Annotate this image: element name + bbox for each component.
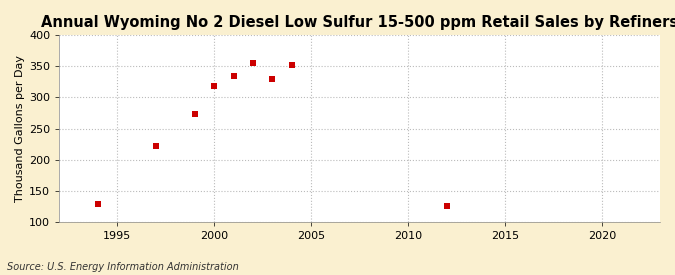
Point: [228, 73, 239, 78]
Y-axis label: Thousand Gallons per Day: Thousand Gallons per Day: [15, 55, 25, 202]
Title: Annual Wyoming No 2 Diesel Low Sulfur 15-500 ppm Retail Sales by Refiners: Annual Wyoming No 2 Diesel Low Sulfur 15…: [41, 15, 675, 30]
Point: [248, 60, 259, 65]
Point: [209, 83, 220, 88]
Point: [441, 204, 452, 208]
Point: [92, 202, 103, 207]
Point: [190, 111, 200, 116]
Text: Source: U.S. Energy Information Administration: Source: U.S. Energy Information Administ…: [7, 262, 238, 272]
Point: [267, 77, 278, 82]
Point: [151, 144, 161, 148]
Point: [286, 63, 297, 67]
